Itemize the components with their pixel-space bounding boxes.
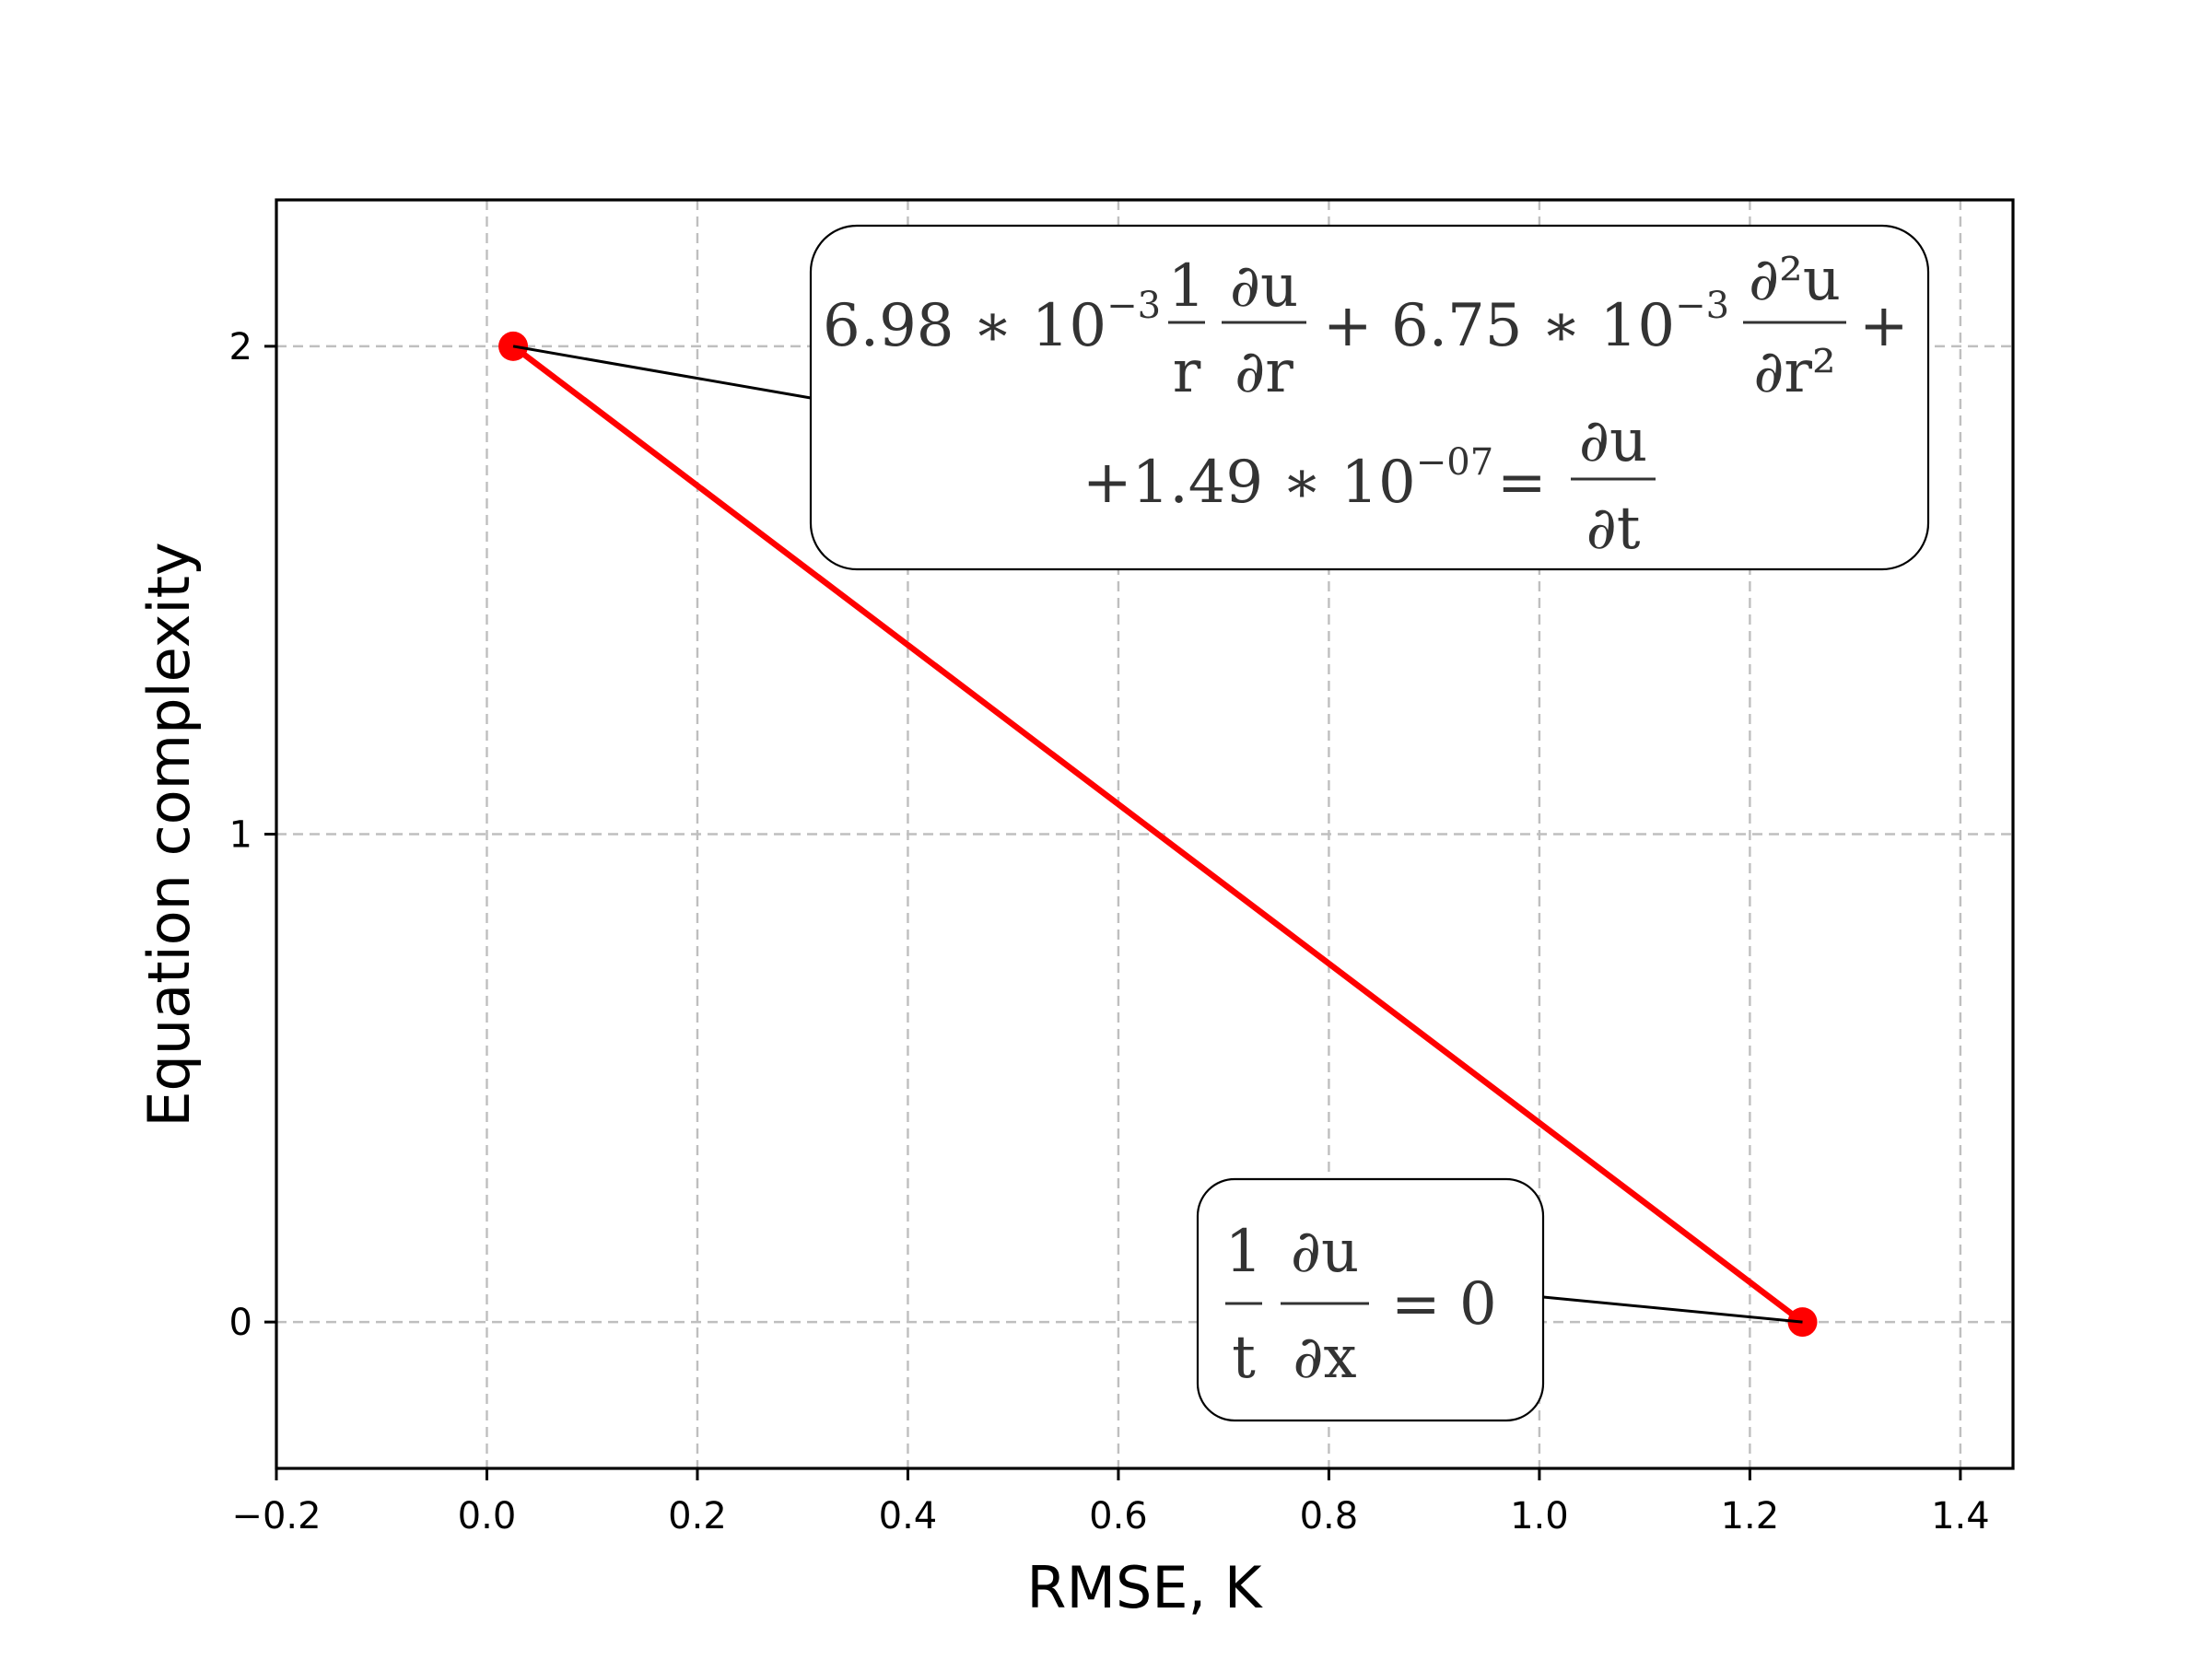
annotation-1-frac-2-num: ∂u <box>1230 252 1298 321</box>
annotation-1-frac-4-num: ∂u <box>1579 407 1647 475</box>
x-tick-label: 0.8 <box>1300 1495 1359 1537</box>
annotation-1-exp-1: −3 <box>1106 285 1161 327</box>
annotation-1-frac-1-den: r <box>1173 338 1201 406</box>
svg-text:+ 6.75 ∗ 10−3: + 6.75 ∗ 10−3 <box>1323 285 1729 360</box>
y-tick-label: 2 <box>229 326 252 368</box>
x-tick-label: 0.6 <box>1089 1495 1148 1537</box>
x-tick-label: −0.2 <box>231 1495 321 1537</box>
annotation-1-coef-2: + 6.75 ∗ 10 <box>1323 292 1675 360</box>
annotation-1-box <box>809 224 1930 571</box>
y-tick-label: 1 <box>229 814 252 857</box>
annotation-2-frac-1-num: 1 <box>1225 1218 1263 1286</box>
annotation-1: 6.98 ∗ 10−3 1 r ∂u ∂r + 6.75 ∗ 10−3 ∂²u … <box>809 224 1930 571</box>
y-axis-label: Equation complexity <box>135 542 203 1127</box>
annotation-2-frac-1-den: t <box>1232 1324 1256 1392</box>
axis-ticks: −0.2 0.0 0.2 0.4 0.6 0.8 1.0 1.2 1.4 0 1 2 <box>229 326 1990 1537</box>
y-tick-label: 0 <box>229 1302 252 1344</box>
annotation-leaders <box>512 345 1803 1324</box>
x-tick-label: 1.4 <box>1931 1495 1990 1537</box>
annotation-1-plus: + <box>1859 292 1909 360</box>
x-tick-label: 0.0 <box>458 1495 517 1537</box>
svg-text:6.98 ∗ 10−3: 6.98 ∗ 10−3 <box>823 285 1161 360</box>
annotation-1-leader <box>512 345 812 400</box>
x-tick-label: 1.2 <box>1721 1495 1780 1537</box>
annotation-1-frac-1-num: 1 <box>1168 252 1206 321</box>
annotation-2-frac-2-den: ∂x <box>1293 1324 1356 1392</box>
x-tick-label: 0.2 <box>668 1495 727 1537</box>
annotation-2: 1 t ∂u ∂x = 0 <box>1196 1177 1545 1422</box>
annotation-1-frac-2-den: ∂r <box>1235 338 1293 406</box>
svg-text:+1.49 ∗ 10−07: +1.49 ∗ 10−07 <box>1083 441 1493 517</box>
x-tick-label: 1.0 <box>1510 1495 1569 1537</box>
series-line <box>511 344 1805 1325</box>
annotation-1-exp-2: −3 <box>1675 285 1729 327</box>
annotation-2-frac-2-num: ∂u <box>1291 1218 1359 1286</box>
x-axis-label: RMSE, K <box>1026 1554 1263 1621</box>
annotation-1-frac-3-num: ∂²u <box>1749 246 1841 314</box>
annotation-1-frac-3-den: ∂r² <box>1753 338 1835 406</box>
annotation-2-box <box>1196 1177 1545 1422</box>
x-tick-label: 0.4 <box>879 1495 938 1537</box>
annotation-1-coef-3: +1.49 ∗ 10 <box>1083 449 1416 517</box>
annotation-1-frac-4-den: ∂t <box>1586 495 1641 563</box>
annotation-2-leader <box>1542 1295 1803 1324</box>
annotation-1-equals: = <box>1497 449 1547 517</box>
annotation-2-rhs: = 0 <box>1391 1270 1497 1339</box>
annotation-1-coef-1: 6.98 ∗ 10 <box>823 292 1106 360</box>
annotation-1-exp-3: −07 <box>1416 441 1493 484</box>
